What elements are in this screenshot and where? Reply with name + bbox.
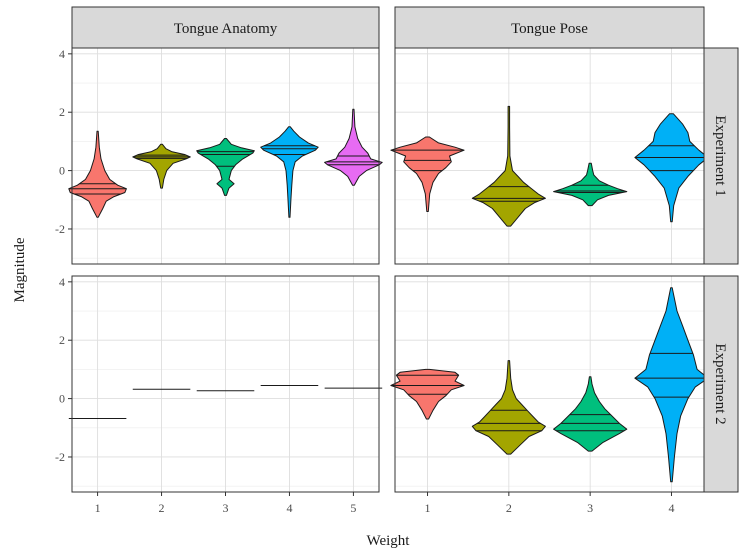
x-tick-label: 5 — [350, 501, 356, 515]
y-tick-label: 4 — [59, 47, 65, 61]
strip-col-1-label: Tongue Anatomy — [174, 21, 278, 37]
violin-1 — [68, 130, 127, 218]
violin-4 — [634, 113, 709, 223]
strip-row-1 — [703, 47, 739, 265]
violin-4 — [634, 287, 709, 483]
panels-layer: -2 0 2 4 -2 0 2 4 1 2 3 4 5 1 2 3 4 — [55, 47, 709, 515]
y-axis-title: Magnitude — [12, 237, 28, 302]
x-tick-label: 3 — [587, 501, 593, 515]
y-tick-label: -2 — [55, 222, 65, 236]
strip-col-2 — [394, 6, 705, 49]
violin-3 — [196, 138, 255, 196]
panel-2-2: 1 2 3 4 — [390, 275, 709, 515]
violin-2 — [471, 105, 546, 227]
y-tick-label: 2 — [59, 105, 65, 119]
x-axis-title: Weight — [367, 533, 411, 549]
strip-row-1-label: Experiment 1 — [712, 115, 728, 196]
panel-2-1: -2 0 2 4 1 2 3 4 5 — [55, 275, 383, 515]
y-tick-label: 2 — [59, 333, 65, 347]
strip-col-1 — [71, 6, 380, 49]
panel-1-1: -2 0 2 4 — [55, 47, 383, 265]
x-tick-label: 2 — [159, 501, 165, 515]
x-tick-label: 4 — [668, 501, 674, 515]
y-tick-label: 0 — [59, 392, 65, 406]
strip-row-2 — [703, 275, 739, 493]
y-tick-label: 4 — [59, 275, 65, 289]
violin-4 — [260, 126, 319, 218]
panel-1-2 — [390, 47, 709, 265]
x-tick-label: 1 — [425, 501, 431, 515]
strip-row-2-label: Experiment 2 — [712, 343, 728, 424]
violin-5 — [324, 108, 383, 186]
y-tick-label: -2 — [55, 450, 65, 464]
x-tick-label: 2 — [506, 501, 512, 515]
violin-1 — [390, 136, 465, 212]
strip-col-2-label: Tongue Pose — [511, 21, 588, 37]
x-tick-label: 3 — [223, 501, 229, 515]
y-tick-label: 0 — [59, 164, 65, 178]
x-tick-label: 4 — [286, 501, 292, 515]
x-tick-label: 1 — [95, 501, 101, 515]
